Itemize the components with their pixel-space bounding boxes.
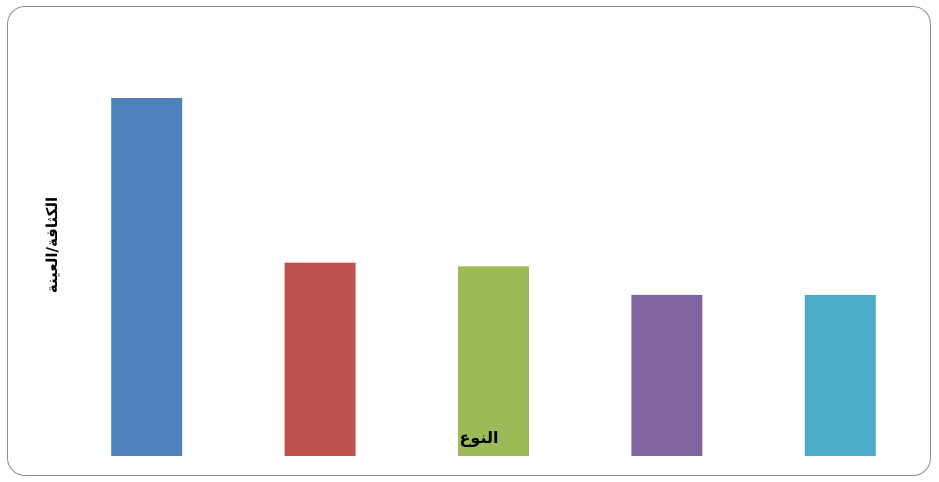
bar-1 [111,98,183,456]
bar-3 [458,266,529,456]
bar-2 [284,262,356,456]
bar-4 [631,294,703,456]
y-axis-title: الكثافة/العينة [43,197,61,293]
bar-5 [804,294,876,456]
bars-group [111,98,876,456]
x-axis-title: النوع [460,428,499,447]
